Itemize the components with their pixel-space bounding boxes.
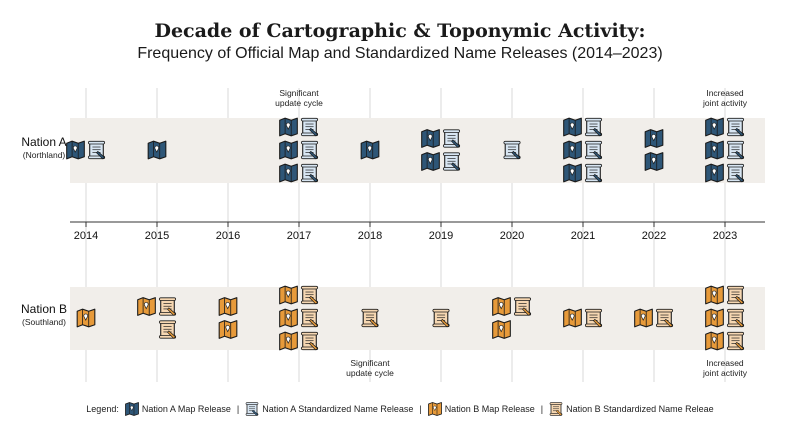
scroll-icon: [300, 140, 319, 160]
legend: Legend: Nation A Map Release | Nation A …: [0, 402, 800, 416]
scroll-icon: [300, 163, 319, 183]
map-icon: [563, 140, 582, 160]
map-icon: [279, 140, 298, 160]
scroll-icon: [245, 402, 259, 416]
map-icon: [563, 163, 582, 183]
map-icon: [124, 402, 139, 416]
legend-text: Nation A Map Release: [141, 404, 231, 414]
scroll-icon: [726, 308, 745, 328]
x-tick-label: 2016: [216, 230, 240, 242]
legend-text: Nation B Map Release: [444, 404, 535, 414]
scroll-icon: [503, 140, 521, 160]
scroll-icon: [158, 320, 177, 339]
map-icon: [218, 320, 238, 339]
series-label: Nation A: [21, 135, 66, 149]
chart-title: Decade of Cartographic & Toponymic Activ…: [154, 20, 646, 42]
map-icon: [218, 297, 238, 316]
map-icon: [563, 117, 582, 137]
x-tick-label: 2014: [74, 230, 98, 242]
series-sublabel: (Southland): [22, 317, 66, 327]
x-tick-label: 2019: [429, 230, 453, 242]
map-icon: [427, 402, 442, 416]
scroll-icon: [655, 308, 674, 328]
map-icon: [644, 129, 664, 148]
scroll-icon: [726, 331, 745, 351]
scroll-icon: [87, 140, 106, 160]
x-tick-label: 2021: [571, 230, 595, 242]
scroll-icon: [442, 129, 461, 148]
scroll-icon: [549, 402, 563, 416]
x-tick-label: 2018: [358, 230, 382, 242]
map-icon: [634, 308, 653, 328]
map-icon: [279, 163, 298, 183]
annotation: Significant update cycle: [346, 358, 394, 378]
annotation: Increased joint activity: [702, 88, 748, 108]
map-icon: [705, 140, 724, 160]
map-icon: [279, 331, 298, 351]
scroll-icon: [584, 308, 603, 328]
map-icon: [279, 308, 298, 328]
x-tick-label: 2017: [287, 230, 311, 242]
legend-text: Nation B Standardized Name Releae: [566, 404, 714, 414]
scroll-icon: [584, 163, 603, 183]
map-icon: [705, 308, 724, 328]
annotation: Increased joint activity: [702, 358, 748, 378]
scroll-icon: [300, 117, 319, 137]
scroll-icon: [726, 117, 745, 137]
map-icon: [705, 163, 724, 183]
series-sublabel: (Northland): [23, 150, 66, 160]
series-band: [70, 118, 765, 183]
map-icon: [705, 117, 724, 137]
chart-subtitle: Frequency of Official Map and Standardiz…: [137, 45, 663, 62]
legend-label: Legend:: [86, 404, 119, 414]
legend-item-a-map: Nation A Map Release: [124, 402, 231, 416]
map-icon: [492, 320, 511, 339]
legend-item-b-map: Nation B Map Release: [427, 402, 535, 416]
legend-item-b-name: Nation B Standardized Name Releae: [549, 402, 714, 416]
map-icon: [76, 308, 96, 328]
map-icon: [705, 285, 724, 305]
legend-separator: |: [540, 404, 544, 414]
scroll-icon: [300, 285, 319, 305]
scroll-icon: [432, 308, 450, 328]
map-icon: [360, 140, 380, 160]
legend-item-a-name: Nation A Standardized Name Release: [245, 402, 413, 416]
scroll-icon: [300, 331, 319, 351]
map-icon: [421, 152, 440, 171]
map-icon: [279, 117, 298, 137]
annotation: Significant update cycle: [275, 88, 323, 108]
map-icon: [66, 140, 85, 160]
map-icon: [492, 297, 511, 316]
map-icon: [644, 152, 664, 171]
x-tick-label: 2022: [642, 230, 666, 242]
map-icon: [705, 331, 724, 351]
scroll-icon: [300, 308, 319, 328]
scroll-icon: [158, 297, 177, 316]
scroll-icon: [584, 140, 603, 160]
legend-separator: |: [236, 404, 240, 414]
legend-separator: |: [419, 404, 422, 414]
map-icon: [147, 140, 167, 160]
x-tick-label: 2015: [145, 230, 169, 242]
scroll-icon: [726, 163, 745, 183]
timeline-chart: 2014 2015 2016 2017 2018 2019 2020 2021 2022 2023…: [21, 88, 765, 382]
map-icon: [279, 285, 298, 305]
map-icon: [421, 129, 440, 148]
x-tick-label: 2023: [713, 230, 737, 242]
map-icon: [137, 297, 156, 316]
scroll-icon: [726, 285, 745, 305]
scroll-icon: [442, 152, 461, 171]
x-tick-label: 2020: [500, 230, 524, 242]
scroll-icon: [584, 117, 603, 137]
legend-text: Nation A Standardized Name Release: [262, 404, 414, 414]
series-label: Nation B: [21, 302, 67, 316]
scroll-icon: [361, 308, 379, 328]
scroll-icon: [513, 297, 532, 316]
map-icon: [563, 308, 582, 328]
scroll-icon: [726, 140, 745, 160]
